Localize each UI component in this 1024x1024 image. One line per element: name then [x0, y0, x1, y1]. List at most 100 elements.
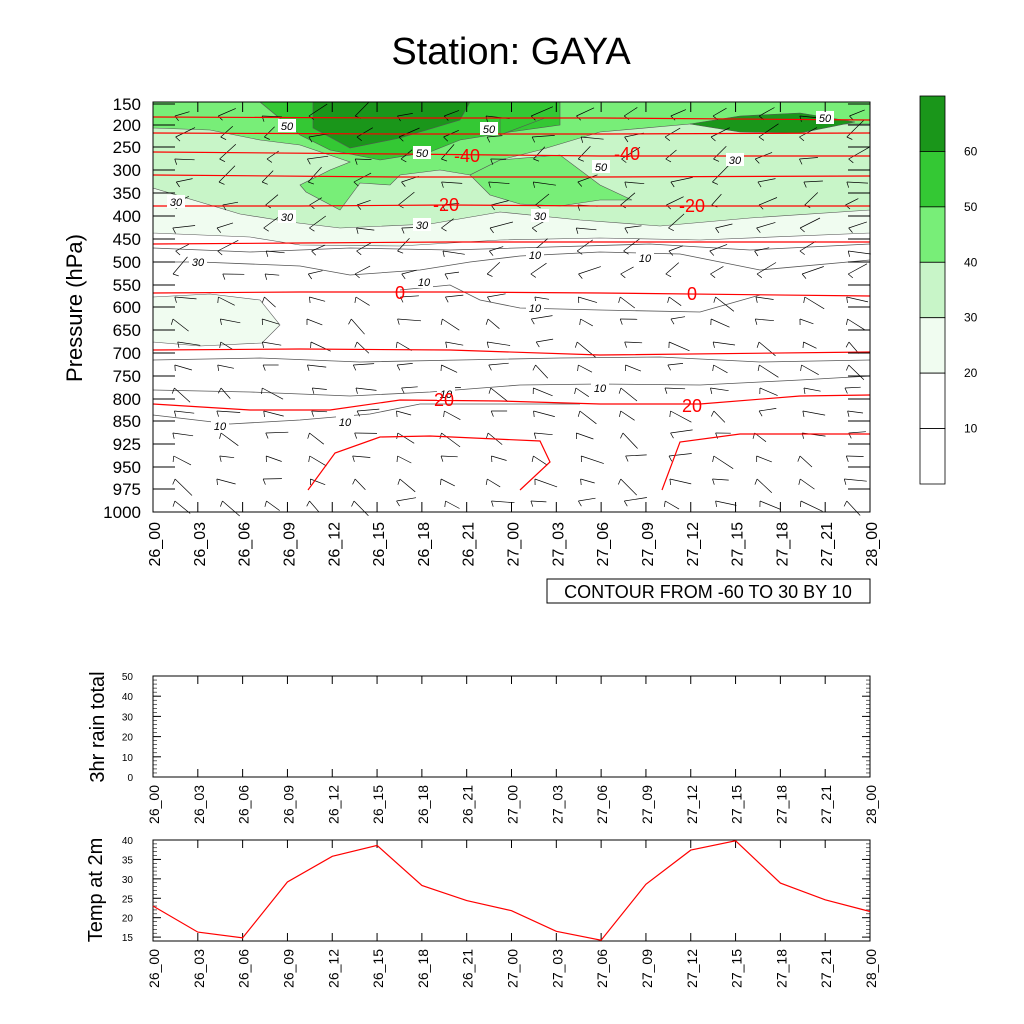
wind-barb — [803, 341, 817, 349]
wind-barb-flag — [308, 273, 312, 280]
wind-barb — [670, 410, 692, 423]
wind-barb — [266, 250, 285, 254]
wind-barb-flag — [176, 181, 180, 188]
wind-barb-flag — [754, 478, 758, 485]
temperature-contour — [152, 348, 871, 356]
wind-barb — [579, 410, 597, 425]
wind-barb-flag — [847, 250, 850, 257]
wind-barb-flag — [619, 318, 623, 325]
wind-barb — [578, 296, 598, 303]
temperature-contour-label: -40 — [614, 144, 640, 164]
wind-barb-flag — [397, 250, 404, 254]
wind-barb-flag — [307, 158, 311, 165]
humidity-contour-lines — [152, 243, 871, 425]
wind-barb — [534, 432, 553, 436]
wind-barb — [307, 364, 327, 368]
x-tick-label: 26_18 — [416, 522, 433, 567]
temp-x-tick-label: 26_12 — [325, 949, 341, 988]
wind-barb — [799, 455, 813, 468]
rain-y-tick-label: 30 — [122, 712, 134, 723]
wind-barb-flag — [445, 341, 448, 348]
y-tick-label: 800 — [113, 390, 141, 409]
wind-barb-flag — [757, 364, 760, 371]
wind-barb — [846, 181, 869, 184]
wind-barb — [847, 318, 866, 331]
wind-barb — [174, 364, 192, 371]
wind-barb-flag — [710, 387, 713, 394]
y-tick-label: 600 — [113, 298, 141, 317]
wind-barb — [621, 147, 641, 160]
colorbar-segment — [919, 428, 946, 485]
wind-barb — [445, 294, 464, 298]
rain-x-tick-label: 26_03 — [191, 785, 207, 824]
x-tick-label: 27_12 — [685, 522, 702, 567]
rain-y-tick-label: 50 — [122, 672, 134, 683]
wind-barb — [759, 364, 779, 378]
wind-barb-flag — [621, 158, 627, 163]
wind-barb-flag — [356, 410, 361, 417]
x-tick-label: 27_00 — [506, 522, 523, 567]
humidity-label-bg — [413, 146, 431, 159]
wind-barb-flag — [574, 387, 577, 394]
temp-y-tick-label: 35 — [122, 855, 134, 866]
wind-barb-flag — [803, 387, 806, 394]
temperature-contour-label: -40 — [454, 146, 480, 166]
wind-barb — [848, 250, 871, 255]
wind-barb — [441, 364, 458, 373]
rain-x-tick-label: 27_06 — [594, 785, 610, 824]
wind-barb-flag — [172, 273, 179, 277]
rain-x-tick-label: 26_15 — [370, 785, 386, 824]
wind-barb-flag — [575, 227, 579, 234]
y-tick-label: 925 — [113, 435, 141, 454]
wind-barb-flag — [396, 500, 400, 507]
rain-y-tick-label: 40 — [122, 692, 134, 703]
wind-barb-flag — [802, 410, 805, 417]
wind-barb — [265, 273, 280, 276]
wind-barb — [491, 500, 515, 504]
wind-barb — [487, 318, 500, 329]
wind-barb-flag — [617, 478, 622, 485]
wind-barb-flag — [175, 136, 181, 142]
wind-barb — [397, 455, 412, 464]
wind-barb — [220, 387, 231, 399]
wind-barb-flag — [172, 227, 176, 234]
wind-barb-flag — [624, 341, 627, 348]
y-tick-label: 400 — [113, 207, 141, 226]
wind-barb — [580, 478, 595, 484]
wind-barb-flag — [396, 410, 398, 418]
wind-barb — [533, 146, 546, 160]
temp-y-tick-label: 40 — [122, 836, 134, 847]
wind-barb-flag — [712, 478, 715, 485]
wind-barb-flag — [846, 181, 850, 188]
y-tick-label: 450 — [113, 230, 141, 249]
temperature-contour-label: 0 — [395, 283, 405, 303]
wind-barb — [756, 478, 773, 493]
wind-barb-flag — [623, 500, 628, 507]
wind-barb-flag — [803, 296, 806, 303]
wind-barb-flag — [217, 364, 220, 371]
wind-barb — [620, 192, 636, 206]
humidity-label-bg — [415, 275, 433, 288]
temperature-contour — [152, 241, 870, 245]
wind-barb-flag — [665, 273, 672, 278]
temp-y-tick-label: 25 — [122, 894, 134, 905]
x-tick-label: 26_12 — [326, 522, 343, 567]
wind-barb-flag — [177, 341, 180, 348]
wind-barb-flag — [574, 341, 578, 348]
wind-barb — [356, 127, 373, 138]
wind-barb — [803, 180, 823, 183]
wind-barb — [175, 243, 190, 252]
wind-barb-flag — [670, 318, 675, 325]
rain-panel: 0 10 20 30 40 50 26_00 26_03 26_06 26_09 26_12 26_1… — [87, 671, 879, 824]
wind-barb-flag — [799, 227, 805, 233]
wind-barb-flag — [710, 136, 716, 142]
wind-barb — [710, 266, 724, 275]
wind-barb-flag — [486, 136, 491, 143]
wind-barb-flag — [219, 158, 226, 163]
wind-barb-flag — [170, 318, 174, 325]
wind-barb — [670, 429, 693, 434]
wind-barb-flag — [710, 410, 715, 417]
humidity-contour — [399, 284, 761, 313]
wind-barb — [352, 455, 371, 458]
humidity-contour-label: 30 — [170, 197, 183, 209]
